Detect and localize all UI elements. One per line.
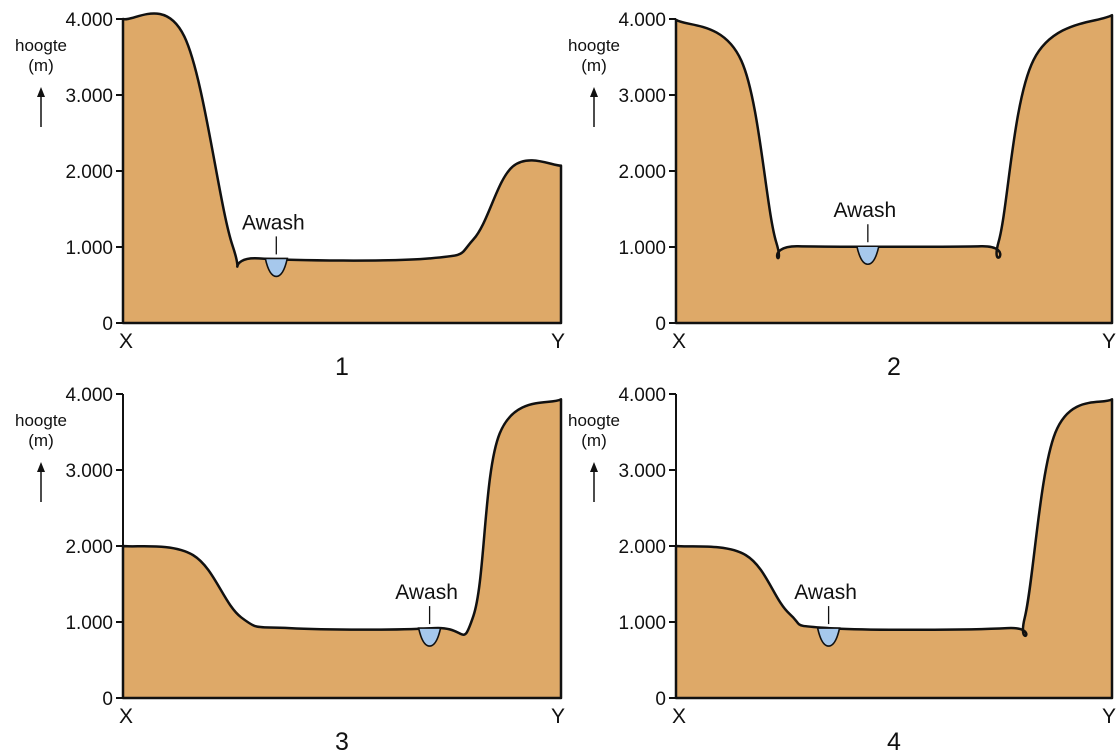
y-tick-label: 1.000 [618,238,666,259]
up-arrow-icon [37,87,45,127]
panel-4: 4.000 3.000 2.000 1.000 0 hoogte(m) X Y 4 Awash [568,385,1116,754]
cross-section-end-label: Y [1102,330,1116,353]
river-label: Awash [395,581,458,604]
y-axis-title: hoogte [568,411,620,430]
river-channel [417,627,442,647]
y-tick-label: 1.000 [65,238,113,259]
y-tick-label: 2.000 [65,162,113,183]
y-tick-label: 4.000 [618,10,666,31]
river-label: Awash [794,581,857,604]
y-axis-unit: (m) [28,56,53,75]
cross-section-start-label: X [672,330,686,353]
river-channel [855,245,880,266]
y-axis-title: hoogte [15,36,67,55]
y-tick-label: 3.000 [618,461,666,482]
cross-section-end-label: Y [551,330,565,353]
y-axis-title: hoogte [15,411,67,430]
y-tick-label: 3.000 [65,86,113,107]
panel-number: 3 [335,728,349,754]
y-axis-unit: (m) [581,56,606,75]
terrain-cross-section [121,398,563,700]
up-arrow-icon [37,462,45,502]
up-arrow-icon [590,87,598,127]
y-tick-label: 0 [655,314,666,335]
y-tick-label: 3.000 [618,86,666,107]
y-tick-label: 1.000 [65,613,113,634]
y-tick-label: 2.000 [65,537,113,558]
panel-number: 2 [887,353,901,381]
terrain-cross-section [674,13,1114,325]
panel-3: 4.000 3.000 2.000 1.000 0 hoogte(m) X Y 3 Awash [15,385,565,754]
cross-section-end-label: Y [1102,705,1116,728]
y-tick-label: 4.000 [65,385,113,406]
y-axis-title: hoogte [568,36,620,55]
cross-section-end-label: Y [551,705,565,728]
up-arrow-icon [590,462,598,502]
river-label: Awash [834,199,897,222]
panel-number: 4 [887,728,901,754]
y-axis-unit: (m) [581,431,606,450]
y-axis-unit: (m) [28,431,53,450]
panel-2: 4.000 3.000 2.000 1.000 0 hoogte(m) X Y 2 Awash [568,10,1116,381]
y-tick-label: 2.000 [618,162,666,183]
y-tick-label: 3.000 [65,461,113,482]
cross-section-start-label: X [119,330,133,353]
cross-section-start-label: X [119,705,133,728]
y-tick-label: 2.000 [618,537,666,558]
panel-1: 4.000 3.000 2.000 1.000 0 hoogte(m) X Y 1 Awash [15,10,565,381]
cross-section-start-label: X [672,705,686,728]
river-channel [264,257,289,278]
river-label: Awash [242,211,305,234]
panel-number: 1 [335,353,349,381]
terrain-cross-section [674,398,1114,700]
y-tick-label: 4.000 [65,10,113,31]
terrain-cross-section [121,12,563,325]
y-tick-label: 1.000 [618,613,666,634]
y-tick-label: 0 [102,689,113,710]
river-channel [816,627,841,647]
y-tick-label: 4.000 [618,385,666,406]
y-tick-label: 0 [655,689,666,710]
y-tick-label: 0 [102,314,113,335]
